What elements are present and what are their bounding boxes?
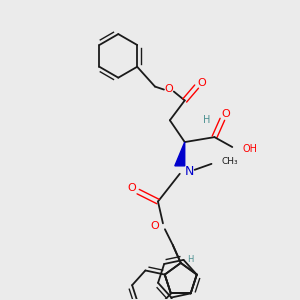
Text: OH: OH bbox=[242, 144, 257, 154]
Text: H: H bbox=[203, 115, 210, 125]
Text: H: H bbox=[188, 256, 194, 265]
Text: O: O bbox=[197, 78, 206, 88]
Text: O: O bbox=[164, 84, 173, 94]
Polygon shape bbox=[175, 142, 185, 166]
Text: O: O bbox=[151, 221, 159, 231]
Text: N: N bbox=[185, 165, 194, 178]
Text: O: O bbox=[128, 183, 136, 193]
Text: O: O bbox=[221, 109, 230, 119]
Text: CH₃: CH₃ bbox=[221, 158, 238, 166]
